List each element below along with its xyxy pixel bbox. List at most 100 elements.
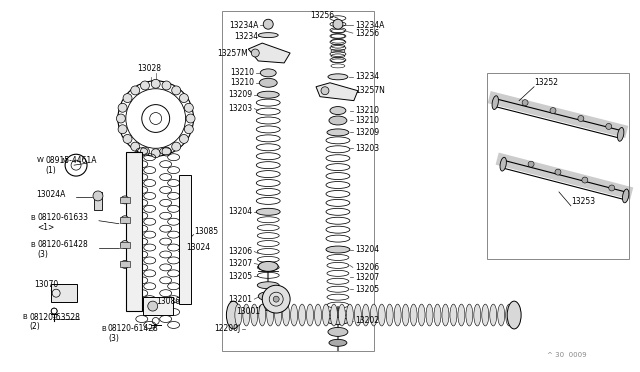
Ellipse shape	[418, 304, 425, 326]
Ellipse shape	[450, 304, 457, 326]
Ellipse shape	[482, 304, 489, 326]
Ellipse shape	[506, 304, 513, 326]
Circle shape	[140, 147, 149, 156]
Text: 08915-4461A: 08915-4461A	[45, 156, 97, 165]
Ellipse shape	[339, 304, 346, 326]
Circle shape	[162, 81, 171, 90]
Text: 13210: 13210	[355, 116, 379, 125]
Text: 13257M: 13257M	[218, 48, 248, 58]
Ellipse shape	[623, 189, 629, 203]
Text: 13085: 13085	[195, 227, 219, 236]
Circle shape	[148, 301, 157, 311]
Ellipse shape	[514, 304, 520, 326]
Ellipse shape	[442, 304, 449, 326]
Circle shape	[528, 161, 534, 167]
Bar	[120, 262, 130, 267]
Circle shape	[605, 124, 612, 129]
Ellipse shape	[256, 208, 280, 215]
Circle shape	[93, 191, 103, 201]
Circle shape	[121, 241, 129, 248]
Ellipse shape	[251, 304, 258, 326]
Ellipse shape	[227, 301, 241, 329]
Circle shape	[118, 103, 127, 112]
Ellipse shape	[275, 304, 282, 326]
Circle shape	[121, 216, 129, 224]
Text: 13204: 13204	[228, 207, 252, 216]
Text: <1>: <1>	[37, 223, 54, 232]
Text: 13024A: 13024A	[36, 190, 66, 199]
Ellipse shape	[507, 301, 521, 329]
Text: 13001: 13001	[236, 307, 260, 315]
Circle shape	[578, 116, 584, 122]
Ellipse shape	[259, 262, 278, 271]
Text: B: B	[101, 326, 106, 332]
Ellipse shape	[314, 304, 321, 326]
Circle shape	[118, 125, 127, 134]
Circle shape	[172, 142, 180, 151]
Text: W: W	[37, 157, 44, 163]
Bar	[94, 192, 102, 210]
Ellipse shape	[327, 318, 349, 324]
Ellipse shape	[259, 78, 277, 87]
Ellipse shape	[466, 304, 473, 326]
Text: 13086: 13086	[156, 296, 180, 306]
Text: 13207: 13207	[355, 273, 379, 282]
Bar	[126, 152, 142, 311]
Ellipse shape	[394, 304, 401, 326]
Ellipse shape	[458, 304, 465, 326]
Ellipse shape	[378, 304, 385, 326]
Text: 13201: 13201	[228, 295, 252, 304]
Ellipse shape	[257, 91, 279, 98]
Circle shape	[131, 86, 140, 95]
Circle shape	[116, 114, 125, 123]
Ellipse shape	[259, 292, 278, 301]
Ellipse shape	[500, 157, 506, 171]
Text: 13234: 13234	[355, 72, 379, 81]
Text: 13204: 13204	[355, 245, 379, 254]
Ellipse shape	[618, 128, 624, 141]
Text: 13210: 13210	[230, 78, 254, 87]
Text: 13257N: 13257N	[355, 86, 385, 95]
Ellipse shape	[259, 304, 266, 326]
Circle shape	[550, 108, 556, 113]
Circle shape	[179, 134, 188, 143]
Text: 13024: 13024	[187, 243, 211, 252]
Ellipse shape	[362, 304, 369, 326]
Text: B: B	[30, 215, 35, 221]
Ellipse shape	[328, 74, 348, 80]
Bar	[179, 175, 191, 304]
Text: 08120-63528: 08120-63528	[29, 312, 80, 321]
Text: (2): (2)	[29, 323, 40, 331]
Circle shape	[555, 169, 561, 175]
Text: 08120-61633: 08120-61633	[37, 213, 88, 222]
Ellipse shape	[346, 304, 353, 326]
Ellipse shape	[259, 33, 278, 38]
Ellipse shape	[260, 69, 276, 77]
Text: 13028: 13028	[137, 64, 161, 73]
Text: 08120-61428: 08120-61428	[108, 324, 159, 333]
Ellipse shape	[243, 304, 250, 326]
Text: 13205: 13205	[228, 272, 252, 281]
Text: 13205: 13205	[355, 285, 379, 294]
Text: 12200J: 12200J	[214, 324, 241, 333]
Ellipse shape	[330, 107, 346, 115]
Ellipse shape	[329, 116, 347, 125]
Circle shape	[179, 94, 188, 103]
Circle shape	[252, 49, 259, 57]
Circle shape	[522, 100, 528, 106]
Circle shape	[262, 285, 290, 313]
Circle shape	[273, 296, 279, 302]
Text: (3): (3)	[108, 334, 119, 343]
Circle shape	[333, 19, 343, 29]
Circle shape	[121, 260, 129, 268]
Ellipse shape	[490, 304, 497, 326]
Text: M: M	[61, 158, 67, 164]
Text: 13207: 13207	[228, 259, 252, 268]
Bar	[143, 297, 173, 315]
Ellipse shape	[291, 304, 298, 326]
Ellipse shape	[410, 304, 417, 326]
Ellipse shape	[492, 96, 499, 109]
Text: 13206: 13206	[355, 263, 379, 272]
Circle shape	[186, 114, 195, 123]
Ellipse shape	[299, 304, 305, 326]
